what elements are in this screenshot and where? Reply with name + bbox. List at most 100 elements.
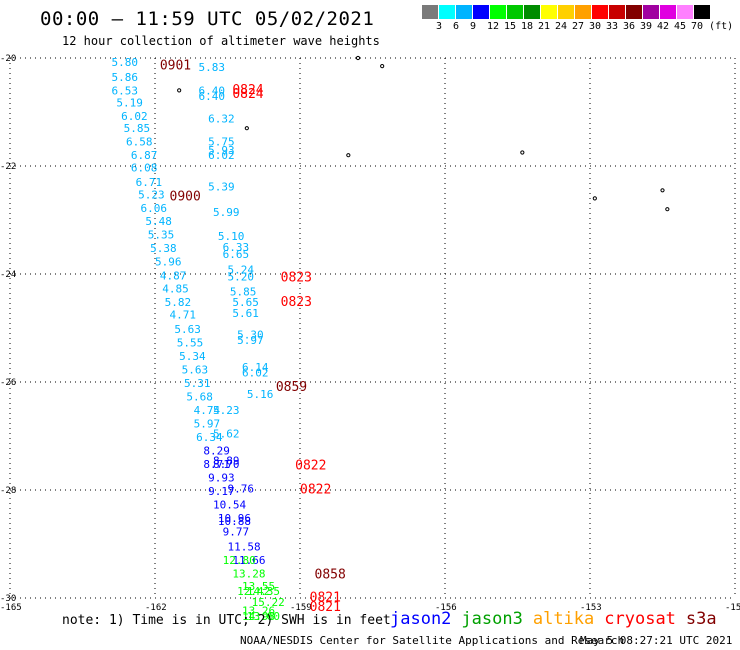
wave-height-value: 13.26 [242, 604, 275, 617]
pass-time-label: 0901 [160, 58, 191, 73]
wave-height-points: 5.80 5.835.866.53 6.406.405.196.02 6.325.85… [112, 56, 285, 623]
wave-height-value: 5.99 [213, 206, 240, 219]
lat-tick-label: -24 [0, 270, 16, 280]
wave-height-value: 8.89 [213, 454, 240, 467]
wave-height-value: 4.87 [160, 270, 187, 283]
wave-height-value: 12.80 [223, 554, 256, 567]
wave-height-value: 10.96 [218, 512, 251, 525]
scale-swatch [524, 5, 541, 19]
scale-label: 27 [572, 21, 585, 32]
wave-height-value: 9.76 [228, 482, 255, 495]
pass-time-label: 0823 [281, 271, 312, 286]
wave-height-value: 6.40 [199, 90, 226, 103]
scale-label: 6 [453, 21, 460, 32]
wave-height-value: 13.28 [232, 568, 265, 581]
wave-height-value: 5.83 [199, 61, 226, 74]
lon-tick-label: -15 [725, 603, 740, 613]
scale-swatch [575, 5, 592, 19]
wave-height-value: 5.23 [138, 189, 165, 202]
wave-height-value: 5.85 [124, 122, 151, 135]
scale-swatch [507, 5, 524, 19]
wave-height-value: 5.38 [150, 242, 177, 255]
island-marker [660, 188, 665, 193]
lon-tick-label: -159 [290, 603, 312, 613]
island-marker [380, 64, 385, 69]
wave-height-value: 12.42 [237, 585, 270, 598]
wave-height-value: 5.55 [177, 337, 204, 350]
wave-height-value: 6.71 [136, 176, 163, 189]
island-marker [355, 55, 361, 61]
map-title: 00:00 – 11:59 UTC 05/02/2021 [40, 8, 375, 30]
pass-time-label: 0824 [232, 83, 263, 98]
legend-s3a: s3a [685, 609, 717, 629]
wave-height-value: 5.31 [184, 377, 211, 390]
legend-altika: altika [532, 609, 595, 629]
wave-height-value: 13.55 [242, 580, 275, 593]
wave-height-value: 9.77 [223, 526, 250, 539]
wave-height-value: 5.97 [194, 418, 221, 431]
wave-height-value: 8.29 [203, 445, 230, 458]
island-marker [244, 126, 249, 131]
scale-label: 24 [555, 21, 568, 32]
pass-time-label: 0821 [310, 590, 341, 605]
credit-line: NOAA/NESDIS Center for Satellite Applica… [240, 634, 625, 647]
scale-label: 39 [640, 21, 653, 32]
wave-height-value: 5.48 [145, 215, 172, 228]
wave-height-value: 5.24 [228, 264, 255, 277]
wave-height-value: 14.98 [242, 610, 275, 623]
scale-swatch [592, 5, 609, 19]
scale-swatch [660, 5, 677, 19]
wave-height-value: 9.17 [208, 485, 235, 498]
wave-height-value: 5.34 [179, 350, 206, 363]
wave-height-value: 6.06 [141, 202, 168, 215]
wave-height-value: 6.02 [121, 110, 147, 123]
wave-height-value: 5.65 [232, 296, 258, 309]
pass-time-label: 0822 [295, 459, 326, 474]
wave-height-value: 5.61 [232, 307, 258, 320]
scale-swatch [422, 5, 439, 19]
scale-label: 42 [657, 21, 670, 32]
wave-height-value: 5.62 [213, 427, 240, 440]
pass-time-label: 0858 [315, 568, 346, 583]
pass-time-label: 0821 [310, 600, 341, 615]
scale-swatch [558, 5, 575, 19]
wave-height-value: 6.14 [242, 361, 269, 374]
wave-height-value: 9.93 [208, 472, 235, 485]
wave-height-value: 5.19 [116, 96, 143, 109]
lat-tick-label: -30 [0, 594, 16, 604]
wave-height-value: 6.02 [242, 366, 269, 379]
wave-height-value: 14.35 [247, 585, 280, 598]
lat-tick-label: -20 [0, 54, 16, 64]
islands [177, 55, 670, 212]
island-marker [177, 88, 182, 93]
lon-tick-label: -162 [145, 603, 167, 613]
island-marker [592, 196, 597, 201]
wave-height-value: 5.86 [112, 71, 139, 84]
wave-height-value: 4.71 [170, 309, 197, 322]
wave-height-value: 8.70 [213, 458, 240, 471]
wave-height-value: 5.20 [228, 271, 255, 284]
wave-height-value: 6.58 [126, 136, 153, 149]
scale-swatch [490, 5, 507, 19]
scale-swatch [643, 5, 660, 19]
wave-height-value: 8.71 [203, 458, 230, 471]
wave-height-value: 11.58 [228, 541, 261, 554]
scale-label: 3 [436, 21, 443, 32]
legend-jason3: jason3 [461, 609, 523, 629]
wave-height-value: 10.54 [213, 499, 246, 512]
wave-height-value: 5.63 [174, 323, 201, 336]
pass-time-label: 0900 [170, 190, 201, 205]
scale-swatch [694, 5, 711, 19]
lat-tick-label: -22 [0, 162, 16, 172]
scale-label: 70 (ft) [691, 21, 734, 32]
footnote: note: 1) Time is in UTC; 2) SWH is in fe… [62, 613, 391, 628]
wave-height-value: 6.87 [131, 149, 158, 162]
wave-height-value: 5.82 [165, 296, 192, 309]
scale-label: 15 [504, 21, 517, 32]
island-marker [346, 153, 351, 158]
wave-height-value: 6.65 [223, 248, 250, 261]
wave-height-value: 6.02 [208, 149, 235, 162]
legend-jason2: jason2 [390, 609, 452, 629]
island-marker [520, 150, 525, 155]
